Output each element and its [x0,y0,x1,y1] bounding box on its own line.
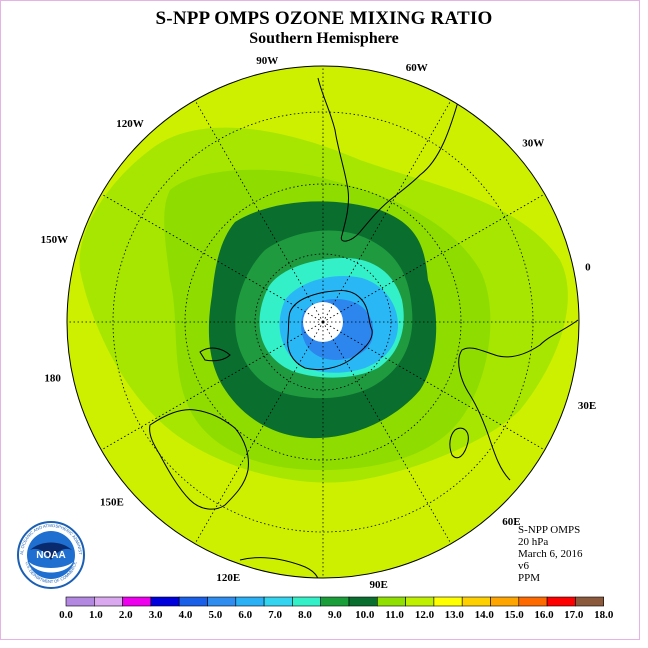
meridian-line [194,321,324,544]
graticule [67,66,579,578]
longitude-label: 30E [578,400,596,412]
meridian-line [101,193,324,323]
longitude-label: 0 [585,261,591,273]
noaa-logo: NOAA NATIONAL OCEANIC AND ATMOSPHERIC AD… [16,520,85,589]
longitude-label: 30W [522,138,544,150]
page-frame [0,0,640,640]
madagascar-coast [449,427,469,459]
info-date: March 6, 2016 [518,548,583,560]
meridians [67,66,579,578]
logo-wave-icon [29,562,73,573]
map-subtitle: Southern Hemisphere [249,30,399,47]
longitude-label: 180 [44,373,61,385]
meridian-line [322,100,452,323]
longitude-label: 150W [41,234,69,246]
longitude-label: 90W [256,55,278,67]
lat-circle-45s [112,111,534,533]
australia-coast [149,409,249,510]
new-zealand-coast [199,347,231,362]
longitude-labels: 90W 60W 30W 0 30E 60E 90E 120E 150E 180 150W 120W [41,55,597,591]
meridian-line [101,321,324,451]
meridian-line [322,321,452,544]
longitude-label: 60W [406,62,428,74]
africa-coast [458,319,579,481]
longitude-label: 150E [100,496,124,508]
south-america-coast [317,77,461,242]
map-boundary [66,65,580,579]
lat-circle-60s [184,183,462,461]
ozone-field [67,66,579,578]
info-version: v6 [518,560,529,572]
longitude-label: 120W [116,118,144,130]
info-instrument: S-NPP OMPS [518,524,581,536]
meridian-line [322,193,545,323]
logo-bird-icon [30,542,72,560]
meridian-line [194,100,324,323]
info-units: PPM [518,572,541,584]
logo-text: NOAA [36,550,65,561]
longitude-label: 90E [370,579,388,591]
map-title: S-NPP OMPS OZONE MIXING RATIO [155,8,493,29]
indonesia-coast [239,557,319,578]
info-pressure: 20 hPa [518,536,549,548]
longitude-label: 120E [216,572,240,584]
meridian-line [322,321,545,451]
longitude-label: 60E [502,516,520,528]
